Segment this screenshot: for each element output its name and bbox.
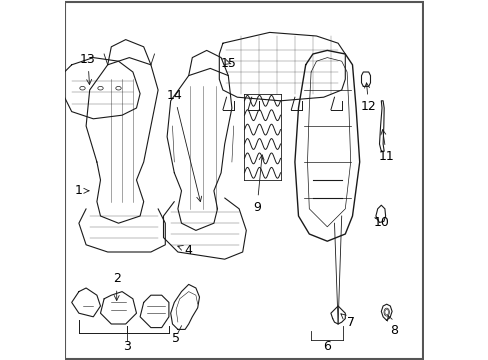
Text: 9: 9	[253, 155, 264, 213]
Text: 14: 14	[166, 89, 201, 202]
Text: 3: 3	[123, 340, 131, 353]
Text: 8: 8	[387, 316, 397, 337]
Text: 6: 6	[323, 340, 330, 353]
Text: 4: 4	[178, 244, 192, 257]
Text: 10: 10	[373, 216, 388, 229]
Text: 13: 13	[80, 53, 96, 85]
Text: 7: 7	[340, 314, 354, 329]
Text: 11: 11	[378, 130, 394, 163]
Text: 2: 2	[113, 273, 121, 301]
Text: 15: 15	[220, 57, 236, 69]
Text: 12: 12	[360, 83, 376, 113]
Text: 5: 5	[172, 332, 180, 345]
Text: 1: 1	[75, 184, 89, 197]
